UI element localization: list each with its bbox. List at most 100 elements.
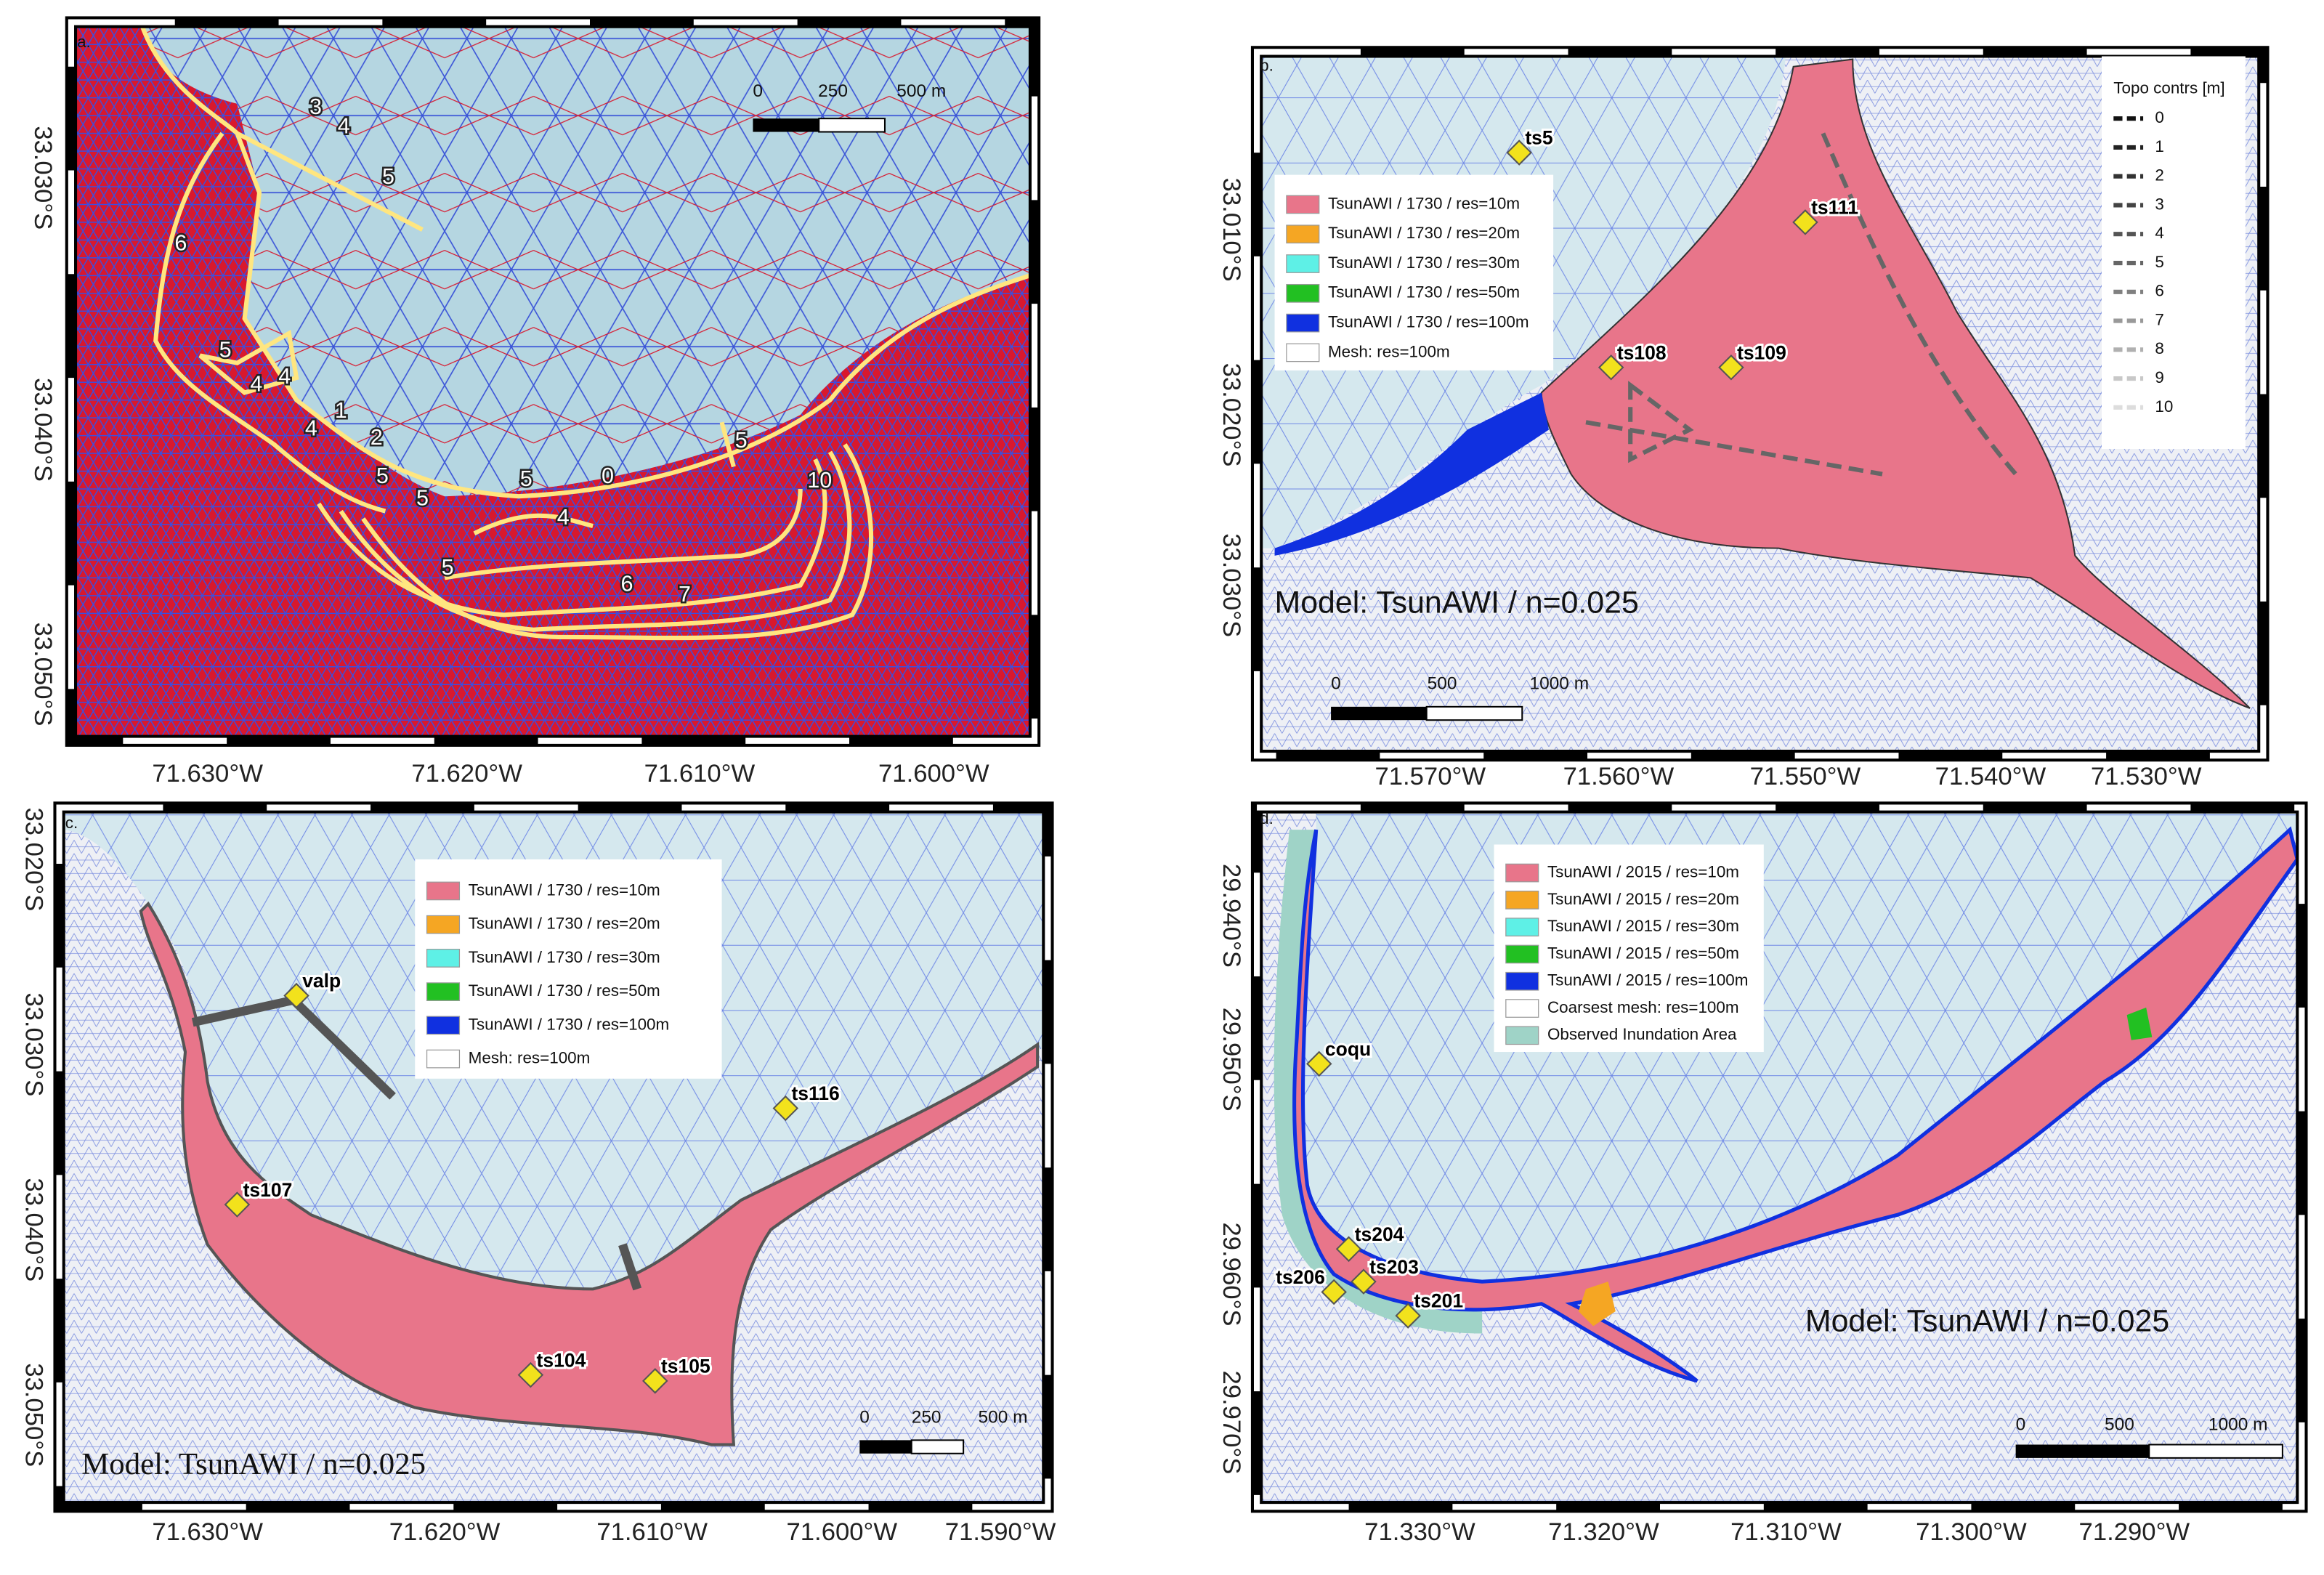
legend-swatch: [1286, 254, 1320, 273]
contour: [153, 131, 386, 514]
map: [70, 22, 1035, 741]
x-tick-label: 71.630°W: [152, 1518, 263, 1546]
legend-label: TsunAWI / 1730 / res=100m: [1328, 313, 1529, 331]
scalebar-white: [910, 1439, 965, 1454]
sea-mesh: [140, 22, 1035, 497]
legend-swatch: [1505, 999, 1539, 1018]
frame-dash: [1253, 49, 2267, 759]
legend-swatch: [1286, 283, 1320, 303]
legend-swatch: [1505, 944, 1539, 964]
y-tick-label: 29.950°S: [1218, 1008, 1245, 1112]
observed-area: [1274, 830, 1483, 1334]
map: [1257, 807, 2302, 1507]
station-label: valp: [302, 970, 341, 992]
contour-label: 4: [557, 505, 570, 530]
contour: [444, 489, 803, 580]
y-tick-label: 33.030°S: [29, 126, 57, 230]
legend-label: TsunAWI / 2015 / res=20m: [1547, 890, 1739, 908]
station-label: ts203: [1369, 1256, 1419, 1278]
x-tick-label: 71.540°W: [1935, 763, 2046, 790]
contour: [339, 450, 852, 632]
topo-legend-title: Topo contrs [m]: [2113, 78, 2224, 97]
contour-label: 5: [416, 485, 429, 510]
x-tick-label: 71.320°W: [1548, 1518, 1659, 1546]
x-tick-label: 71.610°W: [644, 760, 756, 788]
legend-label: Mesh: res=100m: [469, 1048, 591, 1066]
model-text: Model: TsunAWI / n=0.025: [81, 1447, 426, 1481]
y-tick-label: 29.960°S: [1218, 1222, 1245, 1326]
x-tick-label: 71.620°W: [411, 760, 522, 788]
legend-swatch: [426, 915, 461, 934]
legend-box: [415, 859, 722, 1079]
station-marker: [1598, 355, 1624, 381]
panel-label: d.: [1260, 809, 1274, 827]
legend-box: [1274, 174, 1554, 371]
legend-swatch: [1505, 1026, 1539, 1045]
legend-swatch: [426, 1049, 461, 1069]
model-text: Model: TsunAWI / n=0.025: [1275, 585, 1639, 620]
frame-dash: [56, 804, 1051, 1510]
panel: b. 71.570°W 71.560°W 71.550°W 71.540°W 71.530…: [1218, 46, 2270, 790]
legend-swatch: [1286, 343, 1320, 363]
scalebar-label: 250: [818, 81, 848, 101]
legend-swatch: [1505, 863, 1539, 883]
legend-swatch: [426, 949, 461, 968]
x-tick-label: 71.600°W: [878, 760, 989, 788]
contour-label: 0: [602, 463, 614, 488]
contour-label: 2: [371, 425, 383, 450]
legend-label: Coarsest mesh: res=100m: [1547, 998, 1739, 1016]
legend-label: TsunAWI / 1730 / res=30m: [469, 948, 660, 966]
station-label: ts5: [1525, 127, 1552, 149]
x-tick-label: 71.620°W: [389, 1518, 501, 1546]
topo-legend-label: 6: [2155, 282, 2163, 300]
legend-label: TsunAWI / 1730 / res=30m: [1328, 254, 1520, 272]
contour: [198, 330, 299, 395]
legend-swatch: [1286, 195, 1320, 214]
legend-label: TsunAWI / 2015 / res=50m: [1547, 944, 1739, 962]
y-tick-label: 33.050°S: [20, 1363, 48, 1467]
contour: [317, 458, 827, 618]
scalebar-label: 500 m: [979, 1407, 1028, 1427]
contour-label: 5: [219, 337, 232, 362]
legend-label: TsunAWI / 1730 / res=50m: [469, 981, 660, 1000]
topo-legend-label: 5: [2155, 253, 2163, 271]
station-label: ts107: [243, 1179, 293, 1201]
scalebar-white: [2148, 1444, 2283, 1459]
topo-contour: [1821, 132, 2017, 476]
x-tick-label: 71.590°W: [945, 1518, 1056, 1546]
topo-legend-label: 1: [2155, 137, 2163, 155]
station-label: ts204: [1355, 1223, 1404, 1245]
y-tick-label: 33.050°S: [29, 622, 57, 726]
x-tick-label: 71.610°W: [596, 1518, 708, 1546]
contour-label: 3: [309, 94, 322, 119]
contour-label: 6: [620, 572, 633, 596]
legend-label: TsunAWI / 2015 / res=10m: [1547, 862, 1739, 880]
pier: [618, 1243, 642, 1291]
station-label: ts109: [1737, 341, 1786, 363]
scalebar-label: 0: [2016, 1414, 2026, 1434]
legend-swatch: [426, 1016, 461, 1035]
x-tick-label: 71.600°W: [787, 1518, 898, 1546]
station-label: ts111: [1811, 197, 1858, 219]
contour-label: 4: [338, 113, 350, 138]
scalebar-black: [859, 1440, 912, 1454]
contour: [138, 22, 1035, 499]
contour-label: 5: [735, 428, 748, 453]
station-marker: [1335, 1236, 1362, 1263]
scalebar-black: [2015, 1444, 2150, 1458]
contour-label: 10: [807, 468, 832, 493]
y-tick-label: 29.970°S: [1218, 1370, 1245, 1474]
scalebar-label: 1000 m: [2208, 1414, 2268, 1434]
contour: [719, 421, 736, 468]
station-marker: [641, 1368, 668, 1394]
y-tick-label: 33.040°S: [29, 378, 57, 482]
panel: c. 71.630°W 71.620°W 71.610°W 71.600°W 71.590…: [20, 801, 1056, 1546]
frame-dash: [68, 19, 1038, 744]
y-tick-label: 33.010°S: [1218, 178, 1245, 282]
panel: a. 71.630°W 71.620°W 71.610°W 71.600°W 33.030…: [29, 16, 1041, 788]
topo-legend-label: 8: [2155, 339, 2163, 357]
legend-label: TsunAWI / 1730 / res=50m: [1328, 283, 1520, 301]
station-marker: [1395, 1303, 1421, 1329]
y-tick-label: 33.020°S: [20, 807, 48, 911]
